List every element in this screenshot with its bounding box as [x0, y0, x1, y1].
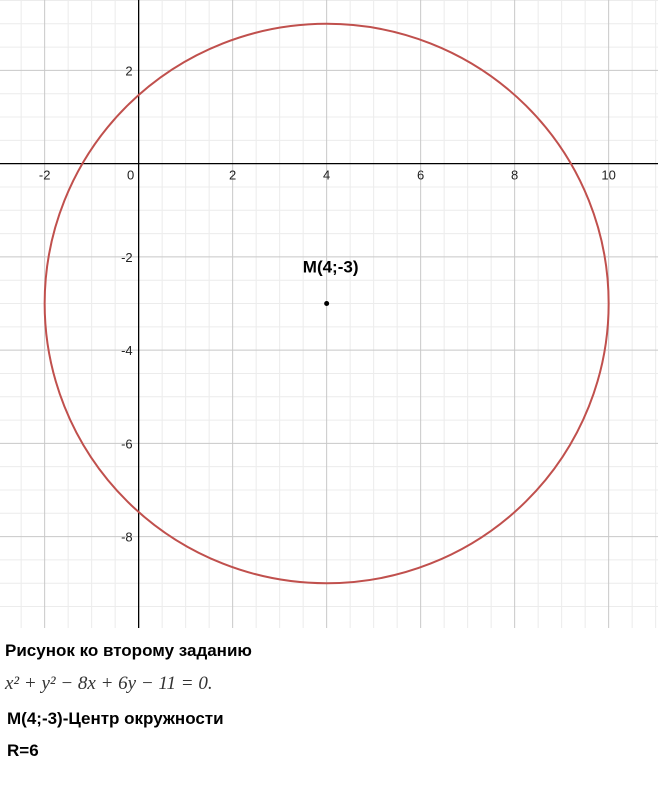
plot-shapes: M(4;-3): [43, 22, 610, 585]
center-description: M(4;-3)-Центр окружности: [7, 709, 224, 728]
y-tick-label: -2: [121, 250, 133, 265]
y-tick-label: -6: [121, 436, 133, 451]
y-tick-label: -8: [121, 530, 133, 545]
x-tick-label: 4: [323, 168, 330, 183]
x-tick-label: 8: [511, 168, 518, 183]
x-tick-label: 10: [601, 168, 615, 183]
minor-grid: [0, 0, 658, 628]
circle-curve: [43, 22, 610, 585]
y-tick-label: -4: [121, 343, 133, 358]
axes: [0, 0, 658, 628]
center-point: [324, 301, 330, 307]
x-tick-label: 6: [417, 168, 424, 183]
x-tick-label: 2: [229, 168, 236, 183]
x-tick-label: -2: [39, 168, 51, 183]
center-point-label: M(4;-3): [303, 258, 359, 277]
tick-labels: -2 0 2 4 6 8 10 2 -2 -4 -6 -8: [39, 63, 616, 544]
figure-caption: Рисунок ко второму заданию: [5, 641, 252, 660]
coordinate-plane: -2 0 2 4 6 8 10 2 -2 -4 -6 -8 M(4;-3): [0, 0, 658, 628]
x-tick-label: 0: [127, 168, 134, 183]
radius-description: R=6: [7, 741, 39, 760]
y-tick-label: 2: [125, 63, 132, 78]
circle-equation: x² + y² − 8x + 6y − 11 = 0.: [5, 673, 213, 694]
